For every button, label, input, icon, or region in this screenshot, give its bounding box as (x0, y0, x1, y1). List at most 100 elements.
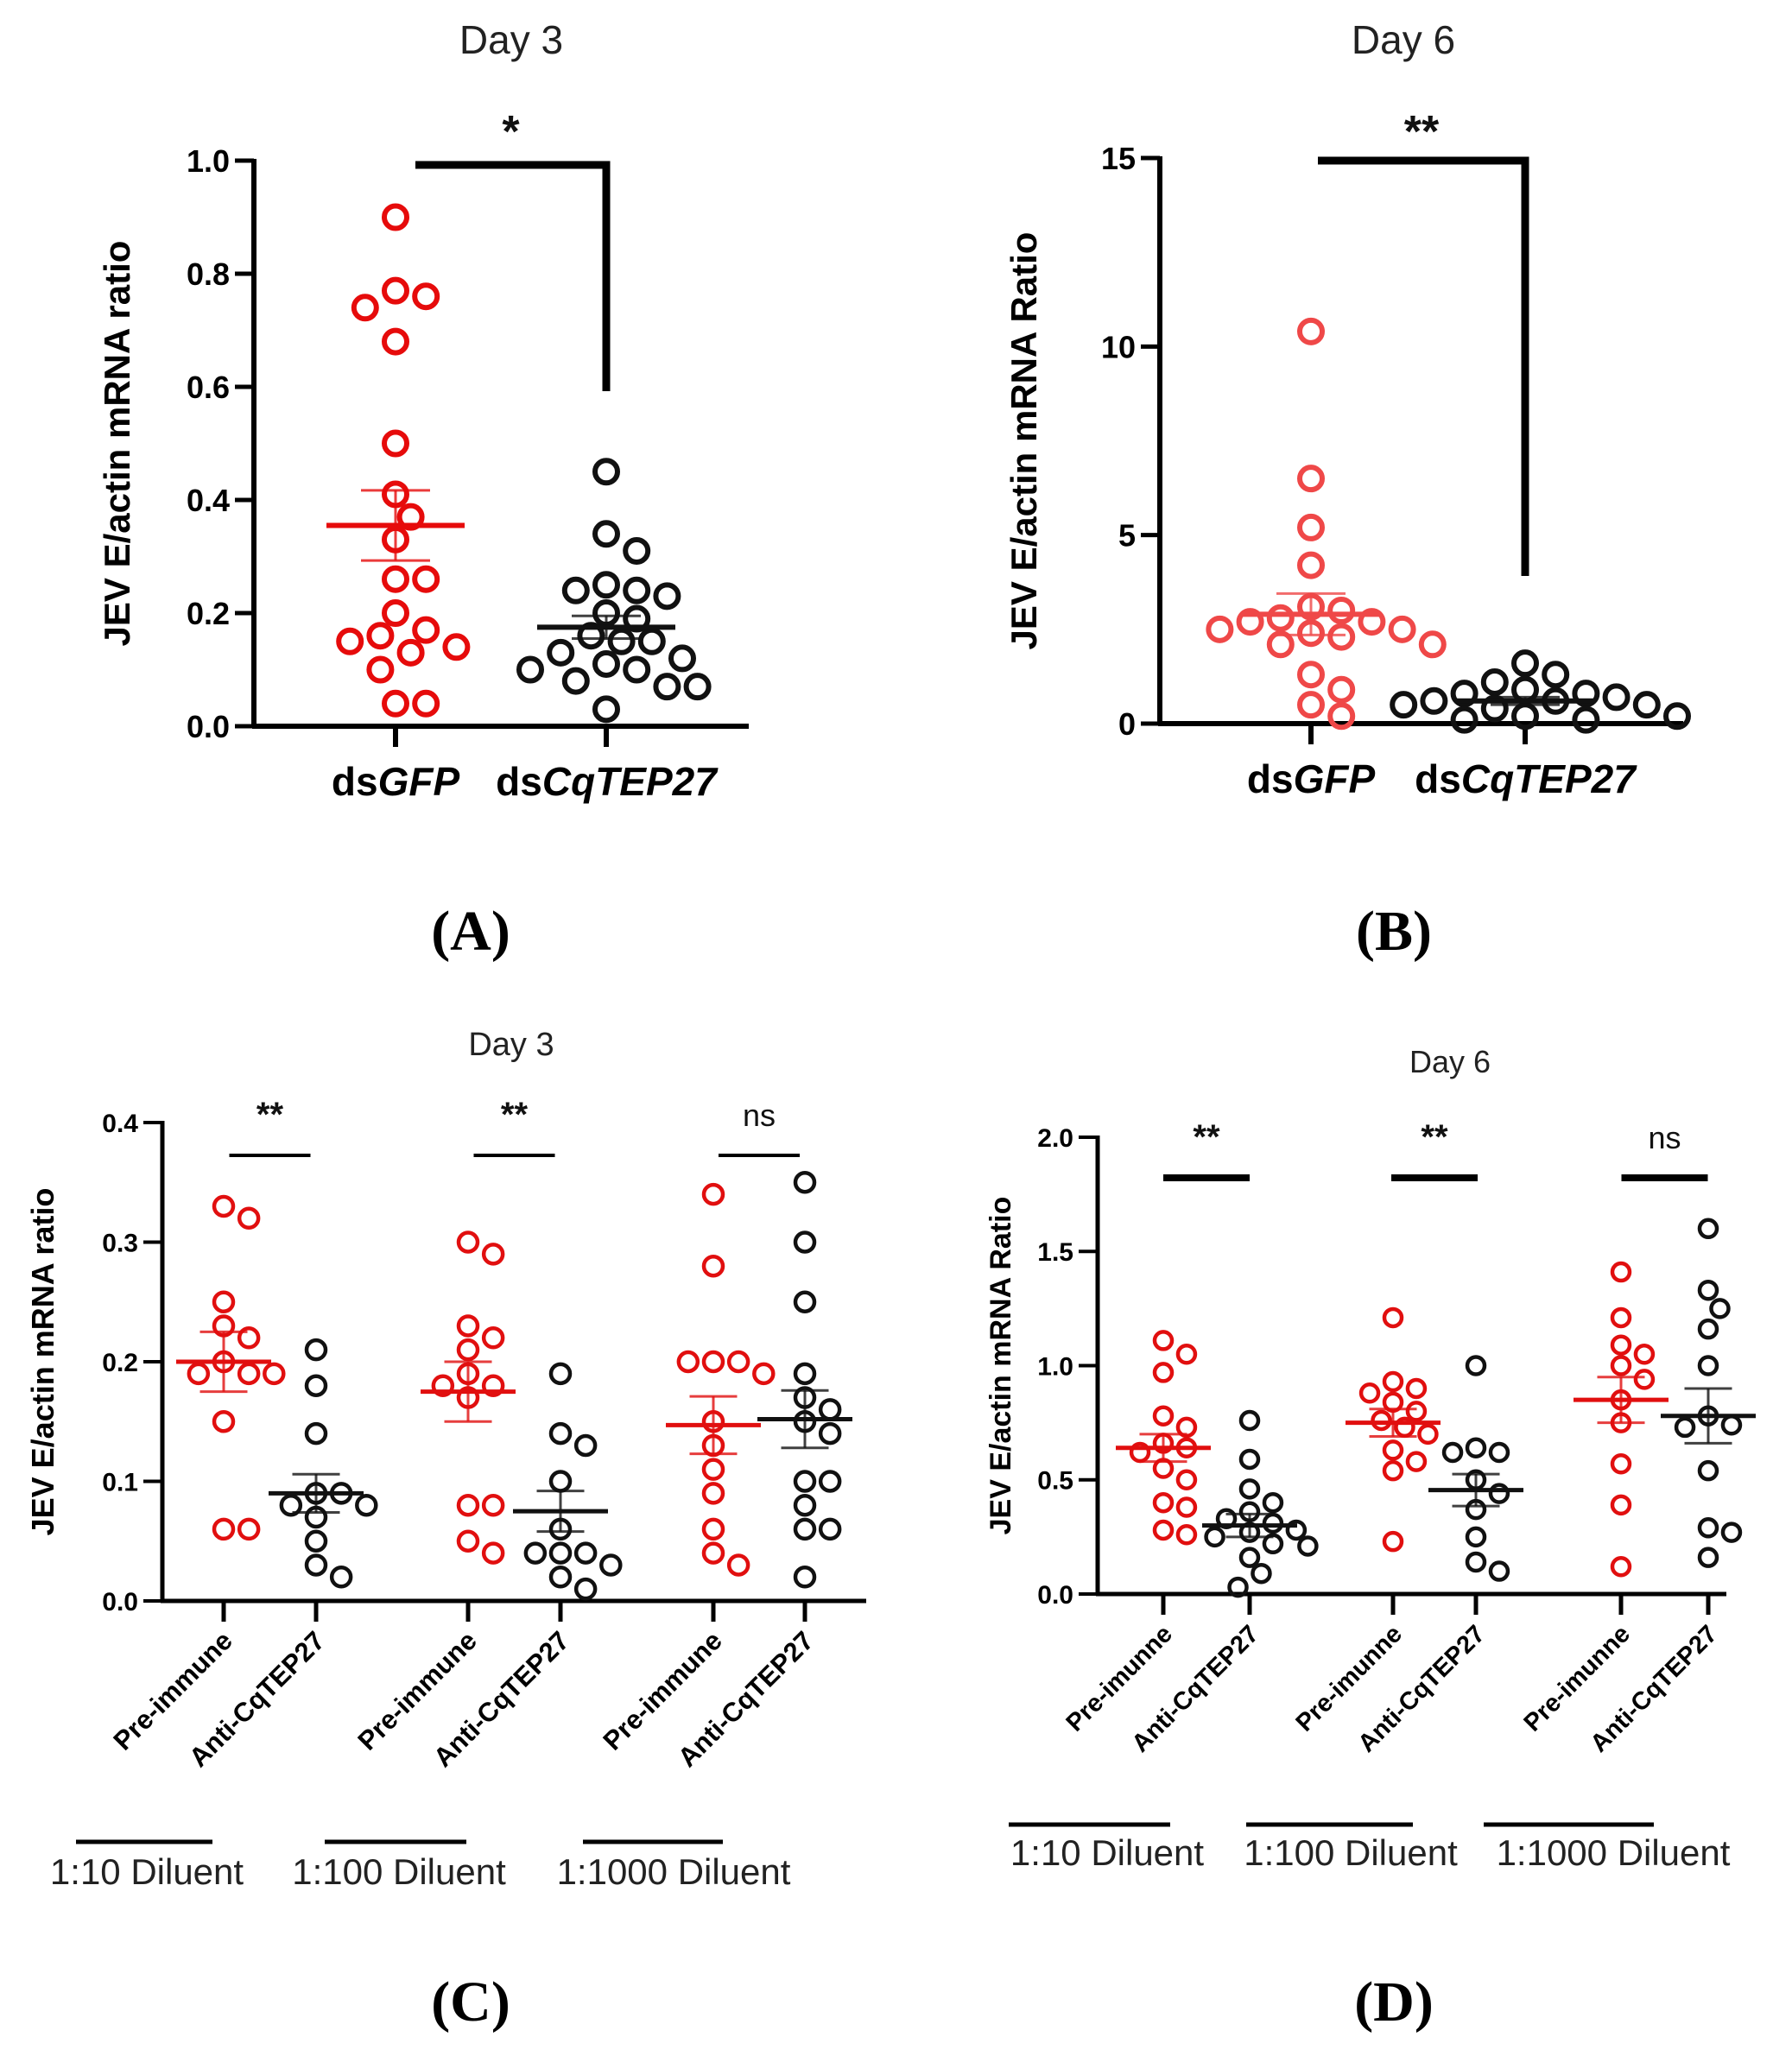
data-point (1720, 1521, 1743, 1543)
data-point (1390, 691, 1418, 719)
data-point (1382, 1530, 1404, 1553)
data-point (548, 1362, 573, 1386)
data-point (1297, 1535, 1319, 1557)
data-point (701, 1254, 725, 1278)
data-point (382, 429, 409, 458)
data-point (607, 627, 636, 655)
data-point (1610, 1355, 1632, 1376)
series-5 (1661, 1218, 1756, 1568)
data-point (637, 627, 666, 655)
y-tick-label: 0.2 (187, 596, 230, 631)
data-point (1285, 1519, 1308, 1541)
data-point (793, 1171, 817, 1194)
data-point (1465, 1355, 1487, 1376)
data-point (1152, 1362, 1175, 1383)
data-point (1610, 1452, 1632, 1475)
data-point (1610, 1306, 1632, 1329)
series-3 (513, 1362, 623, 1601)
data-point (793, 1230, 817, 1254)
y-tick-label: 0.3 (102, 1229, 138, 1257)
chart-title: Day 6 (1409, 1044, 1491, 1079)
data-point (1297, 465, 1325, 493)
data-point (1720, 1414, 1743, 1436)
data-point (1262, 1512, 1284, 1534)
data-point (701, 1541, 725, 1565)
series-4 (1574, 1261, 1669, 1578)
data-point (1697, 1547, 1719, 1568)
significance-label: ** (256, 1096, 284, 1134)
data-point (623, 576, 651, 604)
y-axis-label: JEV E/actin mRNA Ratio (1004, 232, 1044, 650)
data-point (304, 1553, 328, 1577)
data-point (793, 1517, 817, 1541)
data-point (1405, 1401, 1428, 1422)
significance-label: ** (1421, 1118, 1448, 1156)
data-point (752, 1362, 776, 1386)
significance-label: ns (1648, 1120, 1681, 1155)
y-tick-label: 1.0 (187, 143, 230, 179)
data-point (1152, 1519, 1175, 1541)
data-point (1175, 1496, 1198, 1518)
data-point (818, 1517, 842, 1541)
data-point (304, 1529, 328, 1553)
series-4 (666, 1182, 776, 1577)
data-point (1262, 1491, 1284, 1514)
series-1 (269, 1338, 378, 1589)
data-point (304, 1338, 328, 1362)
data-point (279, 1493, 303, 1517)
x-label-italic: CqTEP27 (542, 759, 719, 804)
x-label-italic: CqTEP27 (1461, 756, 1637, 801)
x-label-prefix: ds (1247, 756, 1294, 801)
series-0 (176, 1194, 286, 1541)
data-point (592, 458, 620, 486)
data-point (548, 1470, 573, 1493)
data-point (1358, 1382, 1381, 1404)
y-tick-label: 0.2 (102, 1349, 138, 1377)
data-point (1327, 597, 1356, 624)
data-point (304, 1421, 328, 1446)
data-point (382, 203, 409, 231)
data-point (1175, 1469, 1198, 1490)
data-point (1542, 661, 1570, 689)
data-point (1709, 1298, 1731, 1319)
data-point (1152, 1330, 1175, 1351)
data-point (1236, 608, 1264, 636)
data-point (523, 1541, 548, 1565)
data-point (592, 571, 620, 599)
data-point (1420, 686, 1448, 715)
data-point (456, 1529, 480, 1553)
data-point (1697, 1279, 1719, 1301)
data-point (396, 503, 425, 531)
data-point (1610, 1261, 1632, 1283)
data-point (456, 1493, 480, 1517)
data-point (187, 1362, 211, 1386)
significance-label: * (502, 107, 520, 157)
significance-label: ** (1193, 1118, 1220, 1156)
data-point (1266, 604, 1295, 632)
chart-panel: Day 3 (A) 0.0 0.2 0.4 0.6 0.8 1.0 JEV E/actin mR… (97, 17, 749, 963)
data-point (456, 1338, 480, 1362)
data-point (366, 622, 395, 650)
data-point (1663, 702, 1691, 731)
data-point (1632, 691, 1661, 719)
series-1 (516, 458, 712, 724)
group-label: 1:10 Diluent (50, 1851, 244, 1892)
data-point (1382, 1459, 1404, 1482)
data-point (1152, 1491, 1175, 1514)
data-point (1450, 680, 1479, 708)
series-0 (1206, 317, 1447, 731)
data-point (1227, 1576, 1249, 1598)
data-point (431, 1374, 455, 1397)
data-point (382, 276, 409, 305)
data-point (793, 1470, 817, 1493)
data-point (212, 1517, 236, 1541)
series-5 (757, 1171, 852, 1589)
significance-label: ** (1404, 107, 1440, 157)
group-label: 1:10 Diluent (1010, 1832, 1204, 1873)
data-point (548, 1421, 573, 1446)
x-label-italic: GFP (1294, 756, 1376, 801)
data-point (701, 1482, 725, 1505)
y-tick-label: 0.6 (187, 370, 230, 405)
